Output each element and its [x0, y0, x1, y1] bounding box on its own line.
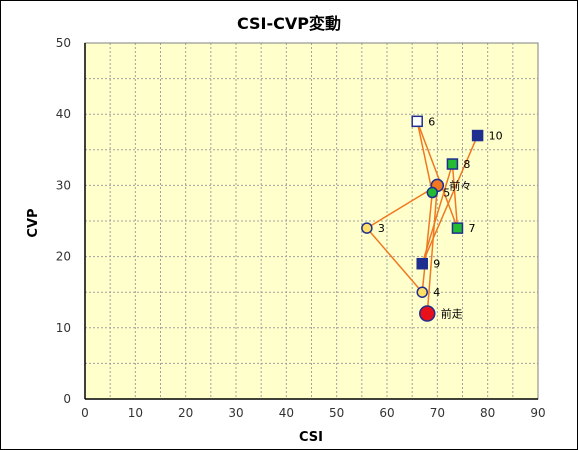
y-tick-label: 30	[56, 178, 71, 192]
point-marker-前走	[419, 305, 436, 322]
tick-labels: 0 10 20 30 40 50 60 70 80 90 0 10 20 30 40 50	[56, 36, 546, 420]
x-axis-title: CSI	[299, 430, 323, 445]
x-tick-label: 10	[128, 406, 143, 420]
point-labels: 前走 前々 3 4 5 6 7 8 9 10	[378, 115, 503, 320]
path-segment	[416, 121, 434, 193]
path-segment	[416, 121, 459, 229]
x-tick-label: 40	[279, 406, 294, 420]
x-tick-label: 30	[228, 406, 243, 420]
x-tick-label: 0	[81, 406, 89, 420]
x-tick-label: 50	[329, 406, 344, 420]
y-tick-label: 50	[56, 36, 71, 50]
point-marker-5	[426, 186, 439, 199]
x-tick-label: 70	[430, 406, 445, 420]
x-tick-label: 80	[480, 406, 495, 420]
point-marker-8	[446, 158, 459, 170]
point-label-前々: 前々	[449, 178, 471, 192]
point-label-6: 6	[428, 115, 435, 128]
path-lines	[366, 121, 479, 314]
path-segment	[366, 227, 423, 293]
path-segment	[421, 135, 479, 265]
path-segment	[421, 192, 434, 293]
x-tick-label: 60	[379, 406, 394, 420]
y-tick-label: 10	[56, 321, 71, 335]
data-points	[361, 115, 484, 322]
point-marker-10	[471, 129, 484, 142]
path-segment	[451, 163, 459, 229]
point-label-7: 7	[468, 222, 475, 235]
point-marker-3	[361, 222, 373, 234]
path-segment	[426, 185, 439, 314]
point-marker-7	[451, 222, 464, 234]
path-segment	[366, 184, 438, 229]
axes	[84, 42, 539, 400]
x-tick-label: 20	[178, 406, 193, 420]
point-label-3: 3	[378, 222, 385, 235]
point-marker-9	[416, 257, 428, 270]
point-label-5: 5	[443, 187, 450, 200]
x-tick-label: 90	[530, 406, 545, 420]
point-label-前走: 前走	[441, 307, 463, 321]
chart-title: CSI-CVP変動	[237, 14, 341, 33]
y-tick-label: 20	[56, 250, 71, 264]
point-label-10: 10	[489, 130, 503, 143]
y-axis-title: CVP	[26, 208, 41, 237]
gridlines	[85, 43, 538, 399]
point-label-4: 4	[433, 286, 440, 299]
y-tick-label: 0	[63, 392, 71, 406]
y-tick-label: 40	[56, 107, 71, 121]
point-label-9: 9	[433, 258, 440, 271]
point-marker-4	[416, 286, 428, 298]
point-marker-6	[411, 115, 423, 128]
point-label-8: 8	[463, 158, 470, 171]
